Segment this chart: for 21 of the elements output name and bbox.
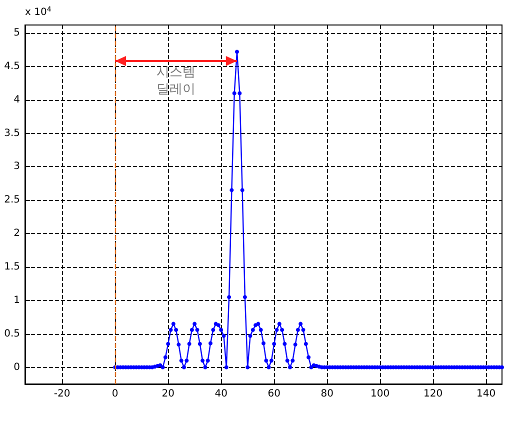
- y-tick-label: 0: [14, 362, 20, 373]
- y-tick-label: 1.5: [4, 262, 20, 273]
- x-tick-label: 140: [476, 388, 496, 400]
- x-tick-label: 100: [370, 388, 390, 400]
- x-tick-label: 60: [268, 388, 280, 400]
- y-tick-label: 4: [14, 94, 20, 106]
- x-tick-label: 40: [214, 388, 228, 400]
- x-tick-label: 0: [112, 388, 118, 400]
- y-tick-label: 5: [14, 28, 20, 39]
- y-tick-label: 1: [14, 294, 20, 306]
- y-tick-label: 2.5: [4, 194, 20, 206]
- x-tick-label: 20: [162, 388, 174, 400]
- y-tick-label: 4.5: [4, 60, 20, 72]
- x-tick-label: 80: [320, 388, 334, 400]
- y-tick-label: 3.5: [4, 128, 20, 139]
- annotation: 시스템 딜레이: [156, 64, 197, 98]
- x-tick-label: 120: [424, 388, 443, 400]
- y-tick-label: 3: [14, 161, 20, 172]
- y-tick-label: 2: [14, 228, 20, 240]
- x-tick-label: -20: [54, 388, 70, 400]
- y-tick-label: 0.5: [4, 328, 20, 340]
